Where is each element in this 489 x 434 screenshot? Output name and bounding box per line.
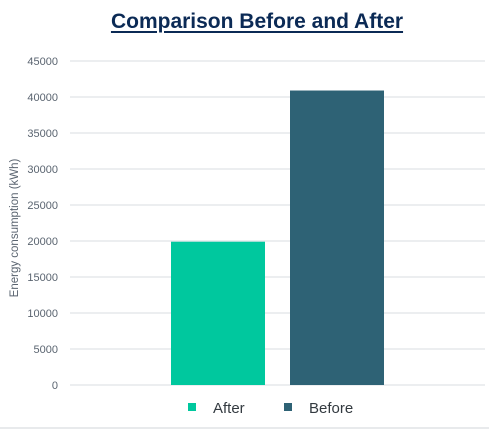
legend-swatch-before bbox=[284, 403, 292, 411]
y-tick-label: 0 bbox=[52, 380, 58, 392]
bar-after bbox=[171, 241, 265, 385]
y-tick-label: 20000 bbox=[27, 236, 58, 248]
bars bbox=[171, 90, 384, 386]
y-axis-label: Energy consumption (kWh) bbox=[9, 158, 21, 297]
legend-label-after: After bbox=[213, 400, 245, 417]
y-tick-label: 30000 bbox=[27, 164, 58, 176]
y-tick-label: 15000 bbox=[27, 272, 58, 284]
y-tick-label: 5000 bbox=[34, 344, 58, 356]
legend-label-before: Before bbox=[309, 400, 353, 417]
y-tick-label: 45000 bbox=[27, 56, 58, 68]
y-axis-ticks: 0 5000 10000 15000 20000 25000 30000 35000 40000… bbox=[27, 56, 58, 392]
y-tick-label: 40000 bbox=[27, 92, 58, 104]
legend: After Before bbox=[188, 400, 353, 417]
y-tick-label: 35000 bbox=[27, 128, 58, 140]
gridlines bbox=[70, 60, 485, 386]
bar-before bbox=[290, 90, 384, 386]
legend-swatch-after bbox=[188, 403, 196, 411]
y-tick-label: 25000 bbox=[27, 200, 58, 212]
y-tick-label: 10000 bbox=[27, 308, 58, 320]
chart-title: Comparison Before and After bbox=[110, 10, 404, 33]
